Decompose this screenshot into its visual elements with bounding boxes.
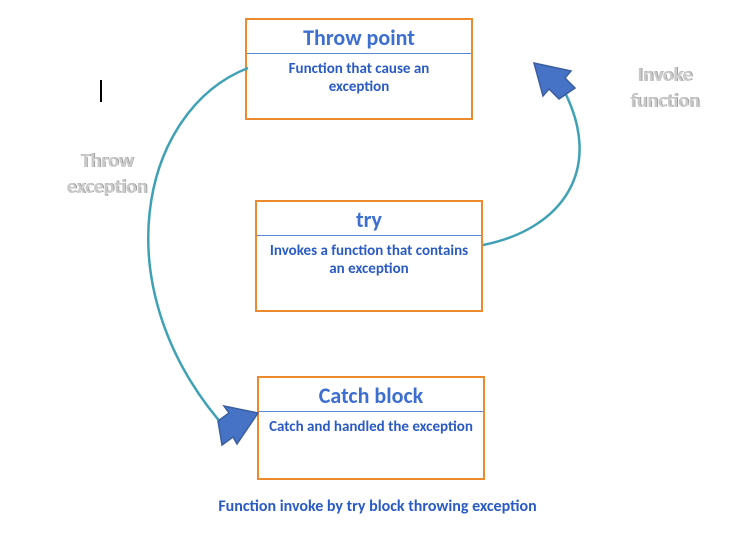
- node-throw-body: Function that cause an exception: [247, 54, 471, 106]
- node-throw-point: Throw point Function that cause an excep…: [245, 18, 473, 120]
- node-try-body: Invokes a function that contains an exce…: [257, 236, 481, 288]
- node-try: try Invokes a function that contains an …: [255, 200, 483, 312]
- node-try-title: try: [257, 202, 481, 236]
- node-catch-block: Catch block Catch and handled the except…: [257, 376, 485, 480]
- node-throw-title: Throw point: [247, 20, 471, 54]
- label-throw-exception-l2: exception: [67, 175, 148, 199]
- label-invoke-function-l2: function: [630, 89, 699, 113]
- node-catch-title: Catch block: [259, 378, 483, 412]
- label-throw-exception-l1: Throw: [80, 149, 133, 173]
- label-invoke-function: Invoke function: [595, 62, 735, 114]
- arrow-try-to-throw: [483, 63, 580, 245]
- node-catch-body: Catch and handled the exception: [259, 412, 483, 446]
- text-cursor: [100, 80, 102, 102]
- diagram-caption: Function invoke by try block throwing ex…: [0, 497, 755, 516]
- label-invoke-function-l1: Invoke: [638, 63, 693, 87]
- label-throw-exception: Throw exception: [37, 148, 177, 200]
- arrow-throw-to-catch: [148, 68, 258, 445]
